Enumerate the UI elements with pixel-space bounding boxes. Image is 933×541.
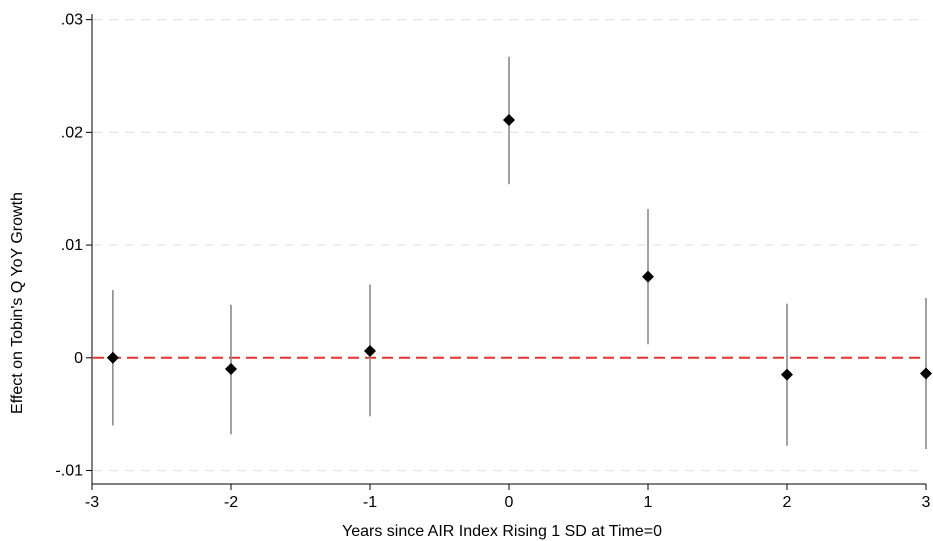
- y-tick-label: -.01: [55, 462, 83, 479]
- x-tick-label: -1: [363, 494, 377, 511]
- x-tick-label: -2: [224, 494, 238, 511]
- y-tick-label: 0: [74, 350, 83, 367]
- y-tick-label: .01: [61, 237, 83, 254]
- point-estimate-marker: [225, 363, 237, 376]
- y-tick-label: .02: [61, 124, 83, 141]
- x-tick-label: 0: [505, 494, 514, 511]
- confidence-intervals: [112, 56, 927, 450]
- point-estimate-marker: [920, 367, 932, 380]
- point-estimate-marker: [106, 351, 119, 364]
- x-tick-label: 3: [922, 494, 931, 511]
- y-axis-label: Effect on Tobin's Q YoY Growth: [9, 192, 26, 414]
- point-estimate-marker: [364, 345, 376, 358]
- x-axis-label: Years since AIR Index Rising 1 SD at Tim…: [342, 523, 662, 540]
- x-tick-label: -3: [85, 494, 99, 511]
- point-estimate-marker: [781, 368, 793, 381]
- y-tick-label: .03: [61, 12, 83, 29]
- point-estimate-marker: [503, 113, 515, 126]
- x-tick-label: 2: [783, 494, 792, 511]
- y-axis-ticks: -.01 0 .01 .02 .03: [55, 12, 92, 479]
- x-tick-label: 1: [644, 494, 653, 511]
- point-estimate-marker: [642, 270, 654, 283]
- point-estimates: [106, 113, 932, 381]
- x-axis-ticks: -3 -2 -1 0 1 2 3: [85, 484, 931, 511]
